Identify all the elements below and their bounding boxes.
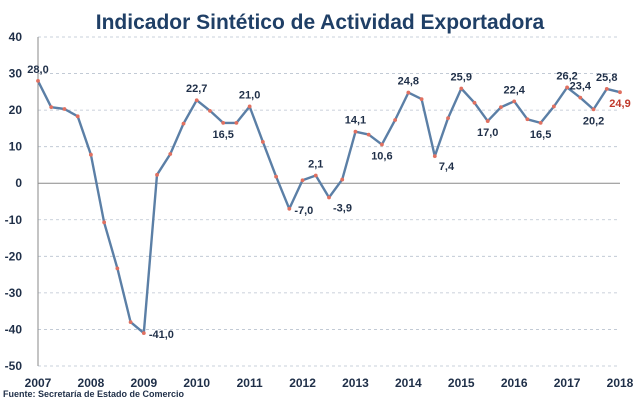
y-tick-label: -30 (5, 286, 23, 300)
data-point (591, 107, 596, 112)
x-tick-label: 2008 (78, 376, 105, 390)
data-labels: 28,0 -41,0 22,7 16,5 21,0 -7,0 2,1 -3,9 14,1 10,6… (27, 64, 630, 341)
data-point (75, 114, 80, 119)
data-label: 16,5 (530, 129, 551, 141)
data-label: 10,6 (371, 150, 392, 162)
x-tick-label: 2011 (237, 376, 263, 390)
data-point (221, 121, 226, 125)
source-note: Fuente: Secretaría de Estado de Comercio (3, 389, 185, 399)
data-point (168, 152, 173, 156)
y-tick-label: -20 (5, 249, 23, 263)
data-point (419, 97, 424, 102)
data-point (340, 177, 345, 182)
data-point (274, 174, 278, 179)
data-point (234, 121, 239, 125)
data-point (287, 206, 292, 211)
data-label: 23,4 (570, 81, 592, 93)
data-point (459, 86, 464, 91)
data-point (155, 172, 159, 177)
data-point (446, 116, 450, 121)
y-tick-label: 30 (9, 67, 23, 81)
data-point (393, 118, 398, 122)
data-point (353, 129, 358, 134)
data-label: 25,9 (451, 72, 472, 84)
data-point (525, 117, 530, 122)
chart-title: Indicador Sintético de Actividad Exporta… (96, 11, 545, 34)
data-label: -7,0 (294, 205, 313, 217)
data-point (565, 85, 569, 90)
data-point (102, 220, 107, 225)
data-label: 28,0 (27, 64, 48, 76)
data-label: 25,8 (596, 72, 617, 84)
x-axis: 2007 2008 2009 2010 2011 2012 2013 2014 2015 2016… (25, 37, 634, 390)
data-point (141, 331, 146, 335)
x-tick-label: 2012 (289, 376, 316, 390)
y-axis: 40 30 20 10 0 -10 -20 -30 -40 -50 (5, 30, 23, 373)
data-label: 2,1 (308, 159, 323, 171)
y-tick-label: 0 (15, 176, 22, 190)
data-label: 20,2 (583, 115, 604, 127)
data-point (49, 105, 54, 110)
data-point (380, 142, 384, 147)
data-points (36, 78, 622, 335)
data-label: 21,0 (239, 89, 260, 101)
x-tick-label: 2013 (342, 376, 369, 390)
data-label: 22,7 (186, 83, 207, 95)
x-tick-label: 2015 (448, 376, 475, 390)
data-label: -3,9 (333, 202, 352, 214)
x-tick-label: 2009 (130, 376, 157, 390)
data-point (432, 154, 437, 159)
y-tick-label: 10 (9, 140, 23, 154)
data-point (89, 152, 93, 157)
y-tick-label: -50 (5, 359, 23, 373)
y-tick-label: 40 (9, 30, 23, 44)
data-point (485, 119, 490, 123)
data-point (618, 90, 622, 95)
data-label: 24,9 (609, 98, 630, 110)
data-point (499, 105, 503, 110)
x-tick-label: 2014 (395, 376, 422, 390)
data-point (366, 132, 371, 137)
x-tick-label: 2017 (554, 376, 581, 390)
data-point (128, 320, 133, 325)
data-label: 7,4 (439, 161, 455, 173)
data-point (194, 98, 199, 103)
data-point (604, 87, 609, 91)
data-point (406, 90, 411, 95)
data-point (472, 100, 477, 105)
data-label: 16,5 (212, 129, 233, 141)
y-tick-label: 20 (9, 103, 23, 117)
data-point (36, 78, 40, 83)
data-label: 17,0 (477, 127, 498, 139)
series-layer (36, 80, 621, 335)
data-label: 14,1 (345, 115, 366, 127)
data-label: 24,8 (398, 76, 419, 88)
x-tick-label: 2007 (25, 376, 52, 390)
data-point (62, 107, 67, 111)
y-tick-label: -40 (5, 322, 23, 336)
data-point (512, 99, 517, 104)
data-point (260, 140, 265, 144)
data-point (538, 121, 543, 125)
y-tick-label: -10 (5, 213, 23, 227)
data-point (181, 121, 186, 126)
data-label: 26,2 (556, 70, 577, 82)
data-point (578, 95, 583, 100)
data-point (327, 195, 331, 200)
data-point (115, 266, 120, 271)
data-point (551, 104, 556, 109)
x-tick-label: 2018 (607, 376, 634, 390)
series-line (36, 80, 621, 335)
grid-lines (38, 36, 620, 367)
data-point (300, 178, 305, 183)
data-label: -41,0 (149, 329, 174, 341)
data-point (313, 173, 318, 178)
data-label: 22,4 (503, 84, 525, 96)
x-tick-label: 2016 (501, 376, 528, 390)
data-point (247, 104, 252, 109)
x-tick-label: 2010 (183, 376, 210, 390)
data-point (208, 108, 212, 113)
